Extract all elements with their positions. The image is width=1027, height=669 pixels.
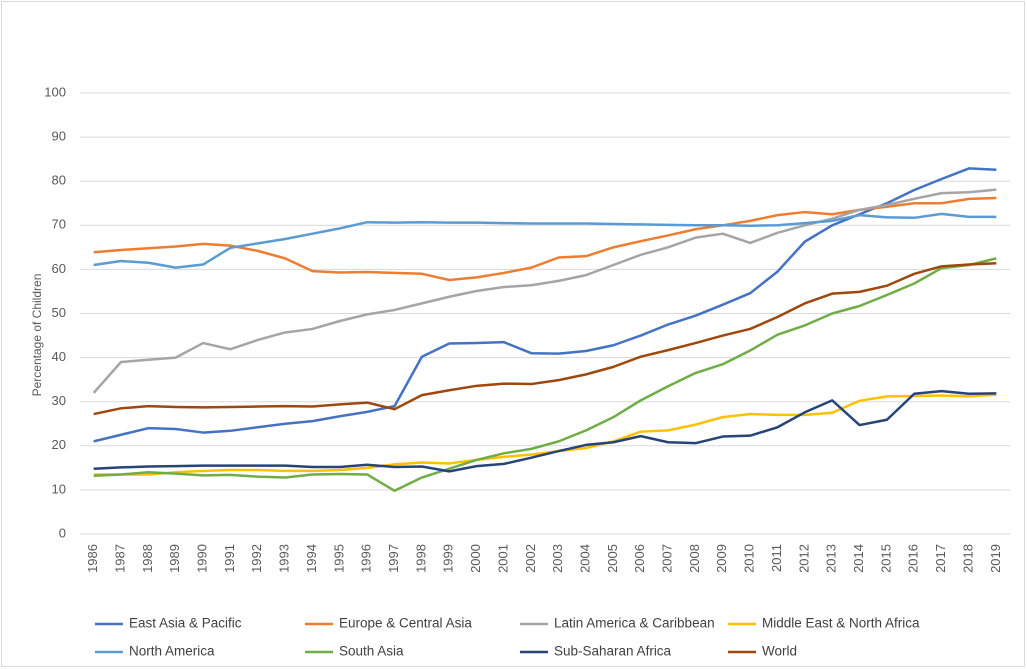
x-tick-label: 1991 xyxy=(222,544,237,573)
legend-label: Europe & Central Asia xyxy=(339,616,472,631)
series-line xyxy=(93,196,997,282)
series-line xyxy=(93,261,997,416)
y-tick-label: 10 xyxy=(52,481,66,496)
y-tick-label: 50 xyxy=(52,305,66,320)
x-tick-label: 1996 xyxy=(359,544,374,573)
x-tick-label: 2013 xyxy=(824,544,839,573)
x-tick-label: 2018 xyxy=(960,544,975,573)
x-tick-label: 2016 xyxy=(906,544,921,573)
x-tick-label: 1990 xyxy=(195,544,210,573)
x-tick-label: 2008 xyxy=(687,544,702,573)
x-tick-label: 1987 xyxy=(112,544,127,573)
x-tick-label: 1993 xyxy=(277,544,292,573)
x-tick-label: 2002 xyxy=(523,544,538,573)
x-tick-label: 1986 xyxy=(85,544,100,573)
x-tick-label: 1998 xyxy=(413,544,428,573)
x-tick-label: 1995 xyxy=(331,544,346,573)
x-tick-label: 2014 xyxy=(851,544,866,573)
x-tick-label: 1988 xyxy=(140,544,155,573)
y-tick-label: 30 xyxy=(52,393,66,408)
x-tick-label: 2005 xyxy=(605,544,620,573)
y-tick-label: 90 xyxy=(52,129,66,144)
x-tick-label: 1997 xyxy=(386,544,401,573)
x-tick-label: 1992 xyxy=(249,544,264,573)
y-tick-label: 60 xyxy=(52,261,66,276)
series-line xyxy=(93,167,997,443)
y-tick-label: 40 xyxy=(52,349,66,364)
y-tick-label: 100 xyxy=(44,84,66,99)
legend-label: Sub-Saharan Africa xyxy=(554,644,672,659)
x-tick-label: 2006 xyxy=(632,544,647,573)
y-tick-label: 0 xyxy=(59,525,66,540)
y-axis-label: Percentage of Children xyxy=(30,274,44,397)
series-line xyxy=(93,212,997,269)
legend-label: Latin America & Caribbean xyxy=(554,616,715,631)
x-tick-label: 2011 xyxy=(769,544,784,572)
legend-label: East Asia & Pacific xyxy=(129,616,242,631)
legend-label: South Asia xyxy=(339,644,404,659)
x-tick-label: 2012 xyxy=(796,544,811,573)
x-tick-label: 2000 xyxy=(468,544,483,573)
x-tick-label: 2017 xyxy=(933,544,948,573)
series-line xyxy=(93,389,997,473)
y-tick-label: 70 xyxy=(52,217,66,232)
x-tick-label: 2007 xyxy=(660,544,675,573)
series-line xyxy=(93,393,997,476)
x-tick-label: 2010 xyxy=(742,544,757,573)
x-tick-label: 2001 xyxy=(495,544,510,573)
x-tick-label: 2003 xyxy=(550,544,565,573)
legend-label: Middle East & North Africa xyxy=(762,616,920,631)
legend-label: World xyxy=(762,644,797,659)
y-tick-label: 80 xyxy=(52,173,66,188)
x-tick-label: 1994 xyxy=(304,544,319,573)
series-line xyxy=(93,257,997,493)
legend-label: North America xyxy=(129,644,215,659)
y-tick-label: 20 xyxy=(52,437,66,452)
series-line xyxy=(92,188,997,394)
x-tick-label: 2004 xyxy=(577,544,592,573)
x-tick-label: 1989 xyxy=(167,544,182,573)
x-tick-label: 2019 xyxy=(988,544,1003,573)
x-tick-label: 1999 xyxy=(441,544,456,573)
x-tick-label: 2015 xyxy=(878,544,893,573)
x-tick-label: 2009 xyxy=(714,544,729,573)
